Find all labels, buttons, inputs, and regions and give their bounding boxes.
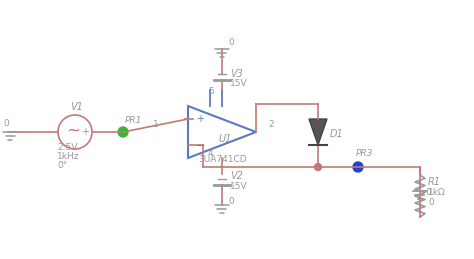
Text: 15V: 15V (230, 182, 247, 191)
Text: 1: 1 (153, 120, 159, 129)
Text: +: + (81, 127, 89, 137)
Text: 2.5V: 2.5V (57, 143, 77, 152)
Text: PR3: PR3 (356, 149, 374, 158)
Text: PR1: PR1 (125, 116, 142, 125)
Text: ~: ~ (66, 122, 80, 140)
Text: 2: 2 (268, 120, 273, 129)
Text: 15V: 15V (230, 79, 247, 88)
Polygon shape (309, 119, 327, 145)
Text: V1: V1 (70, 102, 83, 112)
Text: 0: 0 (228, 38, 234, 47)
Text: V2: V2 (230, 171, 243, 181)
Text: 0: 0 (428, 198, 434, 207)
Text: 0: 0 (228, 197, 234, 206)
Text: −: − (196, 141, 205, 151)
Text: 5: 5 (208, 87, 214, 96)
Text: 1kΩ: 1kΩ (428, 188, 446, 197)
Text: 0°: 0° (57, 161, 67, 170)
Text: 1kHz: 1kHz (57, 152, 80, 161)
Circle shape (353, 162, 363, 172)
Text: D1: D1 (330, 129, 344, 139)
Text: +: + (196, 114, 204, 124)
Text: R1: R1 (428, 177, 441, 187)
Text: 0: 0 (425, 188, 431, 197)
Text: 0: 0 (3, 119, 9, 128)
Text: 4: 4 (208, 149, 214, 158)
Text: 3UA741CD: 3UA741CD (198, 155, 246, 164)
Circle shape (118, 127, 128, 137)
Text: V3: V3 (230, 69, 243, 79)
Circle shape (315, 163, 321, 170)
Text: U1: U1 (218, 134, 231, 144)
